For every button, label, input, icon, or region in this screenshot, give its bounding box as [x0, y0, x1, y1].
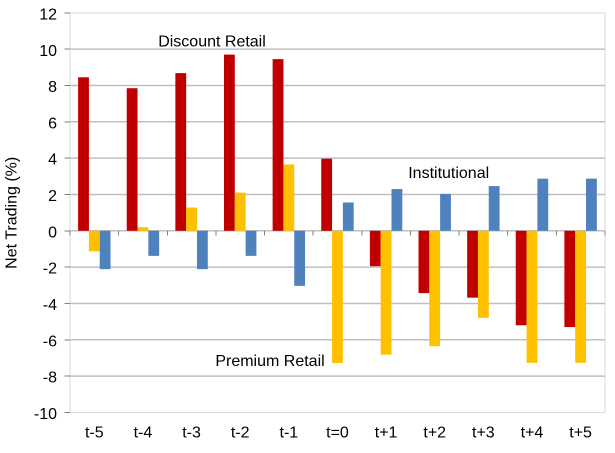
- svg-text:Institutional: Institutional: [408, 165, 489, 182]
- svg-text:t-4: t-4: [134, 424, 153, 441]
- svg-text:t+1: t+1: [375, 424, 398, 441]
- svg-text:t-2: t-2: [231, 424, 250, 441]
- svg-text:6: 6: [48, 115, 57, 132]
- svg-text:t-3: t-3: [182, 424, 201, 441]
- svg-text:2: 2: [48, 188, 57, 205]
- svg-text:-2: -2: [43, 261, 57, 278]
- svg-text:-10: -10: [34, 406, 57, 423]
- svg-text:-6: -6: [43, 333, 57, 350]
- svg-text:t-5: t-5: [85, 424, 104, 441]
- svg-text:t=0: t=0: [326, 424, 349, 441]
- svg-text:Net Trading (%): Net Trading (%): [4, 157, 21, 269]
- svg-text:10: 10: [39, 43, 57, 60]
- svg-text:t+4: t+4: [521, 424, 544, 441]
- svg-text:t-1: t-1: [280, 424, 299, 441]
- svg-text:4: 4: [48, 152, 57, 169]
- svg-text:-8: -8: [43, 370, 57, 387]
- svg-text:12: 12: [39, 6, 57, 23]
- svg-text:0: 0: [48, 224, 57, 241]
- svg-text:t+5: t+5: [569, 424, 592, 441]
- svg-text:t+2: t+2: [423, 424, 446, 441]
- svg-text:8: 8: [48, 79, 57, 96]
- svg-text:Premium Retail: Premium Retail: [215, 353, 324, 370]
- svg-text:t+3: t+3: [472, 424, 495, 441]
- svg-text:Discount Retail: Discount Retail: [158, 33, 266, 50]
- svg-text:-4: -4: [43, 297, 57, 314]
